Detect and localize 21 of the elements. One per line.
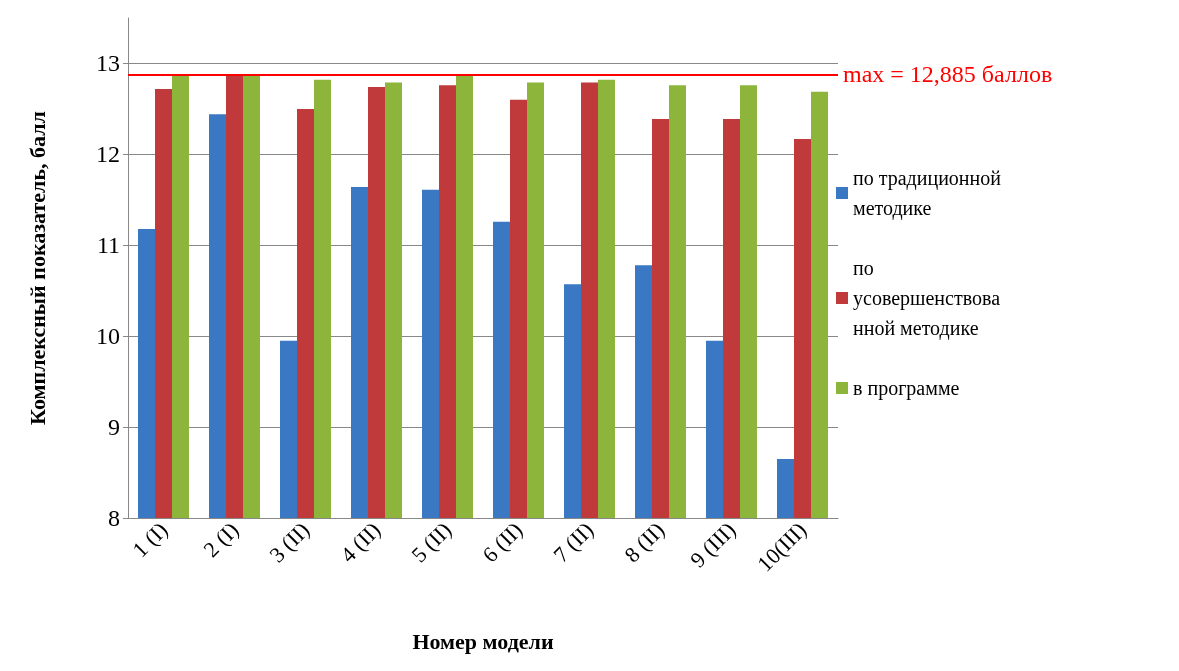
y-tick-label: 11 xyxy=(96,232,120,259)
legend-label: по традиционной методике xyxy=(853,167,1006,220)
x-tick-label: 7 (II) xyxy=(548,517,599,568)
x-tick-label: 4 (II) xyxy=(335,517,386,568)
x-tick-label: 2 (I) xyxy=(198,517,244,563)
y-axis-title: Комплексный показатель, балл xyxy=(24,111,50,425)
legend-label: в программе xyxy=(853,377,960,400)
x-tick-label: 5 (II) xyxy=(406,517,457,568)
x-tick-label: 6 (II) xyxy=(477,517,528,568)
x-axis-title: Номер модели xyxy=(412,628,554,654)
ref-line-label: max = 12,885 баллов xyxy=(843,61,1053,88)
x-tick-label: 3 (II) xyxy=(264,517,315,568)
y-tick-label: 9 xyxy=(108,414,120,441)
legend-label: по усовершенствованной методике xyxy=(853,257,1001,340)
y-tick-label: 8 xyxy=(108,505,120,531)
y-tick-label: 13 xyxy=(96,50,120,77)
x-tick-label: 1 (I) xyxy=(127,517,173,563)
y-tick-label: 10 xyxy=(96,323,120,350)
x-tick-label: 8 (II) xyxy=(619,517,670,568)
x-tick-label: 9 (III) xyxy=(685,517,741,573)
y-tick-label: 12 xyxy=(96,141,120,168)
